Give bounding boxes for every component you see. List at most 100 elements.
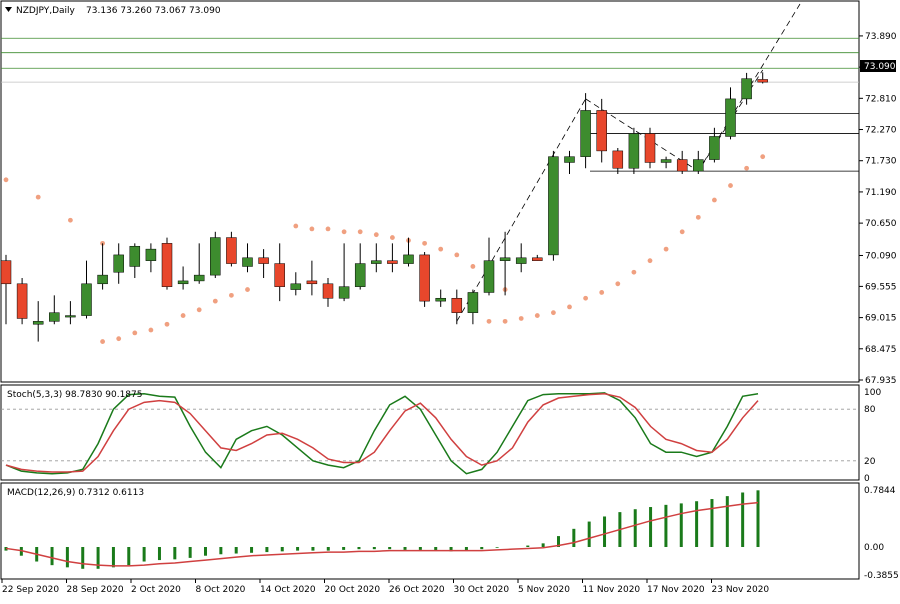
macd-signal-line bbox=[5, 501, 759, 567]
psar-dot bbox=[454, 252, 460, 258]
psar-dot bbox=[695, 214, 701, 220]
candle-body bbox=[564, 156, 575, 163]
candle-body bbox=[49, 312, 60, 322]
symbol-title: NZDJPY,Daily bbox=[16, 6, 76, 16]
psar-dot bbox=[470, 264, 476, 269]
psar-dot bbox=[502, 318, 508, 324]
candle-body bbox=[693, 159, 704, 172]
x-tick-label: 14 Oct 2020 bbox=[260, 585, 316, 595]
stoch-label: Stoch(5,3,3) 98.7830 90.1875 bbox=[7, 390, 142, 400]
stoch-d-line bbox=[5, 392, 759, 473]
psar-dot bbox=[647, 258, 653, 264]
price-tick-label: 71.190 bbox=[865, 188, 897, 198]
x-tick-label: 30 Oct 2020 bbox=[454, 585, 510, 595]
candle-body bbox=[193, 274, 205, 282]
x-tick-label: 22 Sep 2020 bbox=[2, 585, 59, 595]
last-price-value: 73.090 bbox=[864, 62, 896, 72]
candle-body bbox=[741, 78, 752, 100]
macd-panel-frame bbox=[0, 482, 860, 580]
macd-tick-label: -0.3855 bbox=[864, 571, 899, 581]
candle-body bbox=[660, 159, 672, 163]
candle-body bbox=[65, 315, 76, 318]
psar-dot bbox=[567, 304, 572, 310]
psar-dot bbox=[760, 154, 766, 160]
psar-dot bbox=[390, 235, 395, 240]
candle-body bbox=[371, 260, 382, 264]
price-tick-label: 70.090 bbox=[865, 251, 897, 261]
x-tick-label: 28 Sep 2020 bbox=[67, 585, 124, 595]
y-axis-ticks: 73.89073.35072.81072.27071.73071.19070.6… bbox=[859, 32, 899, 581]
psar-dot bbox=[486, 318, 492, 324]
psar-dot bbox=[35, 194, 41, 200]
candle-body bbox=[16, 283, 28, 319]
candle-body bbox=[0, 260, 12, 285]
x-tick-label: 23 Nov 2020 bbox=[712, 585, 770, 595]
ohlc-readout: 73.136 73.260 73.067 73.090 bbox=[86, 6, 221, 16]
psar-dot bbox=[422, 240, 427, 246]
candle-body bbox=[113, 254, 124, 273]
candle-body bbox=[676, 159, 688, 172]
stoch-tick-label: 100 bbox=[864, 388, 881, 398]
candle-body bbox=[306, 280, 318, 285]
stoch-tick-label: 0 bbox=[864, 474, 870, 484]
x-tick-label: 26 Oct 2020 bbox=[389, 585, 445, 595]
candle-body bbox=[210, 237, 221, 276]
psar-dot bbox=[245, 287, 250, 292]
candle-body bbox=[419, 254, 430, 302]
psar-dot bbox=[357, 229, 363, 235]
candle-body bbox=[129, 245, 141, 267]
symbol-dropdown-icon[interactable] bbox=[5, 7, 12, 12]
stoch-panel-frame bbox=[0, 384, 860, 481]
psar-dot bbox=[438, 246, 444, 252]
candle-body bbox=[757, 79, 768, 83]
psar-dot bbox=[116, 336, 122, 342]
candle-body bbox=[403, 254, 414, 264]
last-price-tag bbox=[860, 60, 896, 72]
price-tick-label: 69.555 bbox=[865, 282, 897, 292]
psar-dot bbox=[615, 281, 621, 287]
candle-body bbox=[644, 133, 656, 163]
psar-dot bbox=[164, 321, 170, 327]
x-tick-label: 8 Oct 2020 bbox=[196, 585, 246, 595]
candle-body bbox=[532, 257, 543, 261]
macd-tick-label: 0.00 bbox=[864, 543, 884, 553]
candle-body bbox=[32, 321, 44, 325]
psar-dot bbox=[196, 307, 202, 313]
psar-dot bbox=[599, 290, 605, 295]
psar-dot bbox=[148, 327, 154, 333]
candle-body bbox=[387, 260, 398, 264]
price-tick-label: 72.810 bbox=[865, 94, 897, 104]
psar-dot bbox=[744, 165, 749, 171]
psar-dot bbox=[373, 232, 379, 238]
candle-body bbox=[580, 110, 591, 157]
price-tick-label: 71.730 bbox=[865, 157, 897, 167]
psar-dot bbox=[551, 310, 556, 316]
candle-body bbox=[548, 156, 559, 256]
candle-body bbox=[145, 248, 157, 261]
macd-label: MACD(12,26,9) 0.7312 0.6113 bbox=[7, 488, 144, 498]
candle-body bbox=[97, 274, 108, 285]
candle-body bbox=[483, 260, 495, 293]
psar-dot bbox=[229, 292, 234, 298]
price-panel-frame bbox=[0, 0, 860, 383]
psar-dot bbox=[712, 197, 717, 203]
stoch-tick-label: 80 bbox=[864, 405, 876, 415]
x-tick-label: 2 Oct 2020 bbox=[131, 585, 181, 595]
price-series bbox=[0, 3, 859, 344]
psar-dot bbox=[3, 177, 9, 183]
candle-body bbox=[290, 283, 302, 290]
candle-body bbox=[242, 257, 253, 267]
price-tick-label: 72.270 bbox=[865, 126, 897, 136]
candle-body bbox=[354, 263, 366, 287]
psar-dot bbox=[68, 217, 73, 223]
candle-body bbox=[709, 136, 720, 160]
psar-dot bbox=[583, 295, 588, 301]
candle-body bbox=[435, 297, 446, 302]
x-tick-label: 11 Nov 2020 bbox=[583, 585, 641, 595]
psar-dot bbox=[100, 339, 105, 344]
candle-body bbox=[628, 133, 640, 169]
stoch-series bbox=[1, 392, 859, 475]
x-tick-label: 17 Nov 2020 bbox=[647, 585, 705, 595]
